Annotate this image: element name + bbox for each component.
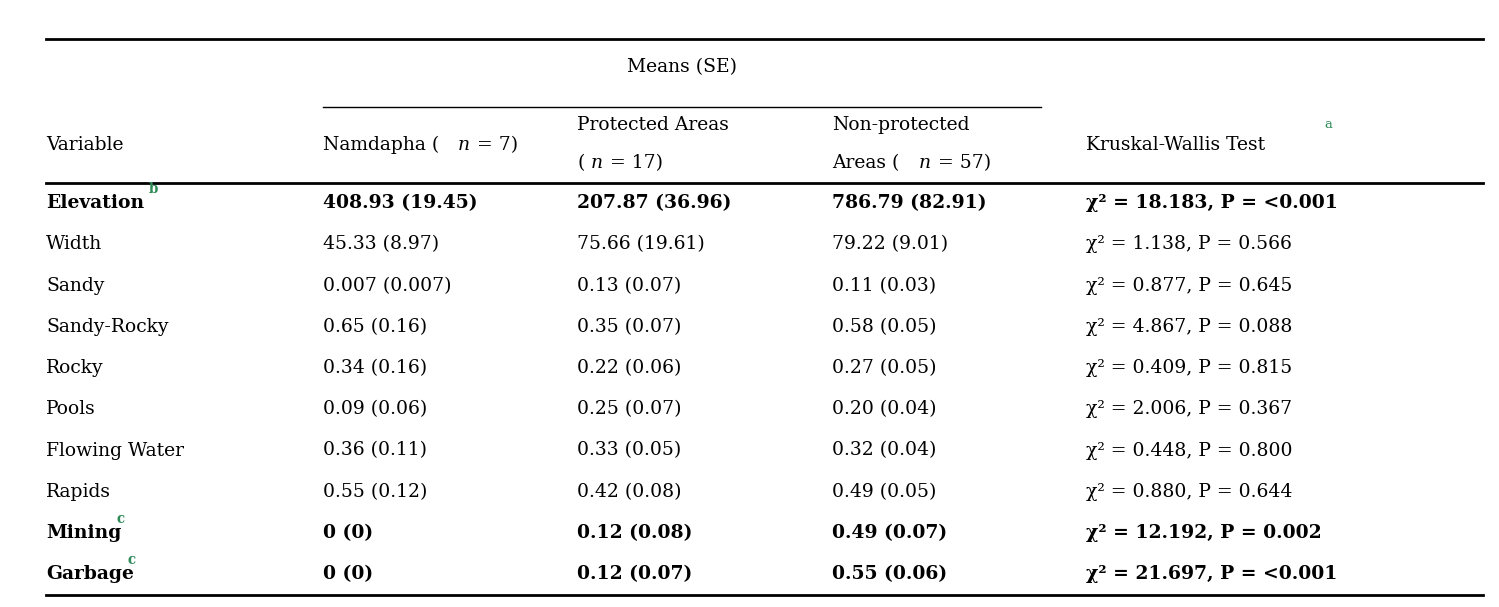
Text: Protected Areas: Protected Areas — [577, 116, 730, 134]
Text: 0.12 (0.07): 0.12 (0.07) — [577, 565, 693, 583]
Text: 0 (0): 0 (0) — [324, 565, 373, 583]
Text: 408.93 (19.45): 408.93 (19.45) — [324, 194, 478, 212]
Text: 0.11 (0.03): 0.11 (0.03) — [832, 277, 935, 294]
Text: 0.27 (0.05): 0.27 (0.05) — [832, 359, 937, 377]
Text: 0.58 (0.05): 0.58 (0.05) — [832, 318, 937, 336]
Text: c: c — [127, 553, 136, 567]
Text: 0.49 (0.07): 0.49 (0.07) — [832, 524, 947, 542]
Text: 0.33 (0.05): 0.33 (0.05) — [577, 441, 682, 459]
Text: 0.36 (0.11): 0.36 (0.11) — [324, 441, 427, 459]
Text: 0.09 (0.06): 0.09 (0.06) — [324, 400, 427, 418]
Text: 0.49 (0.05): 0.49 (0.05) — [832, 483, 937, 501]
Text: 0.65 (0.16): 0.65 (0.16) — [324, 318, 427, 336]
Text: b: b — [150, 182, 159, 196]
Text: Sandy: Sandy — [46, 277, 105, 294]
Text: χ² = 18.183, P = <0.001: χ² = 18.183, P = <0.001 — [1087, 194, 1339, 212]
Text: Elevation: Elevation — [46, 194, 144, 212]
Text: Rapids: Rapids — [46, 483, 111, 501]
Text: 0.42 (0.08): 0.42 (0.08) — [577, 483, 682, 501]
Text: n: n — [919, 154, 931, 172]
Text: Flowing Water: Flowing Water — [46, 441, 184, 459]
Text: n: n — [457, 136, 469, 154]
Text: c: c — [117, 512, 124, 526]
Text: (: ( — [577, 154, 585, 172]
Text: χ² = 0.880, P = 0.644: χ² = 0.880, P = 0.644 — [1087, 483, 1292, 501]
Text: Pools: Pools — [46, 400, 96, 418]
Text: 79.22 (9.01): 79.22 (9.01) — [832, 236, 947, 254]
Text: 0.34 (0.16): 0.34 (0.16) — [324, 359, 427, 377]
Text: χ² = 0.409, P = 0.815: χ² = 0.409, P = 0.815 — [1087, 359, 1292, 377]
Text: 0.25 (0.07): 0.25 (0.07) — [577, 400, 682, 418]
Text: Areas (: Areas ( — [832, 154, 899, 172]
Text: 0.22 (0.06): 0.22 (0.06) — [577, 359, 682, 377]
Text: χ² = 21.697, P = <0.001: χ² = 21.697, P = <0.001 — [1087, 565, 1337, 583]
Text: n: n — [591, 154, 603, 172]
Text: a: a — [1324, 118, 1331, 132]
Text: Non-protected: Non-protected — [832, 116, 970, 134]
Text: = 7): = 7) — [471, 136, 519, 154]
Text: Sandy-Rocky: Sandy-Rocky — [46, 318, 169, 336]
Text: Means (SE): Means (SE) — [627, 58, 738, 76]
Text: Namdapha (: Namdapha ( — [324, 136, 439, 154]
Text: 0.13 (0.07): 0.13 (0.07) — [577, 277, 682, 294]
Text: 207.87 (36.96): 207.87 (36.96) — [577, 194, 732, 212]
Text: Rocky: Rocky — [46, 359, 103, 377]
Text: Variable: Variable — [46, 136, 124, 154]
Text: χ² = 12.192, P = 0.002: χ² = 12.192, P = 0.002 — [1087, 524, 1322, 542]
Text: 45.33 (8.97): 45.33 (8.97) — [324, 236, 439, 254]
Text: χ² = 4.867, P = 0.088: χ² = 4.867, P = 0.088 — [1087, 318, 1292, 336]
Text: 0.55 (0.12): 0.55 (0.12) — [324, 483, 427, 501]
Text: χ² = 0.877, P = 0.645: χ² = 0.877, P = 0.645 — [1087, 277, 1292, 294]
Text: Kruskal-Wallis Test: Kruskal-Wallis Test — [1087, 136, 1265, 154]
Text: 75.66 (19.61): 75.66 (19.61) — [577, 236, 705, 254]
Text: 786.79 (82.91): 786.79 (82.91) — [832, 194, 986, 212]
Text: = 17): = 17) — [604, 154, 664, 172]
Text: χ² = 1.138, P = 0.566: χ² = 1.138, P = 0.566 — [1087, 236, 1292, 254]
Text: Garbage: Garbage — [46, 565, 133, 583]
Text: Mining: Mining — [46, 524, 121, 542]
Text: 0.55 (0.06): 0.55 (0.06) — [832, 565, 947, 583]
Text: χ² = 0.448, P = 0.800: χ² = 0.448, P = 0.800 — [1087, 441, 1292, 459]
Text: Width: Width — [46, 236, 102, 254]
Text: 0.32 (0.04): 0.32 (0.04) — [832, 441, 937, 459]
Text: χ² = 2.006, P = 0.367: χ² = 2.006, P = 0.367 — [1087, 400, 1292, 418]
Text: 0.007 (0.007): 0.007 (0.007) — [324, 277, 451, 294]
Text: 0 (0): 0 (0) — [324, 524, 373, 542]
Text: 0.20 (0.04): 0.20 (0.04) — [832, 400, 937, 418]
Text: 0.12 (0.08): 0.12 (0.08) — [577, 524, 693, 542]
Text: 0.35 (0.07): 0.35 (0.07) — [577, 318, 682, 336]
Text: = 57): = 57) — [932, 154, 991, 172]
